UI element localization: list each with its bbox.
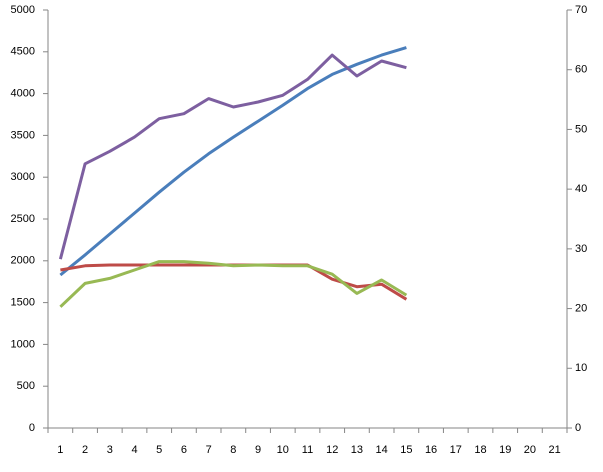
y2-tick-label: 70 [575, 4, 587, 16]
y2-tick-label: 10 [575, 362, 587, 374]
series-line [60, 263, 408, 301]
x-tick-label: 9 [255, 444, 261, 456]
x-tick-label: 13 [351, 444, 363, 456]
y-tick-label: 4500 [11, 46, 35, 58]
y-tick-label: 4000 [11, 88, 35, 100]
y-tick-label: 500 [17, 380, 35, 392]
x-tick-label: 12 [326, 444, 338, 456]
y-tick-label: 2500 [11, 213, 35, 225]
x-tick-label: 14 [376, 444, 388, 456]
series-line [58, 53, 407, 260]
x-tick-label: 10 [277, 444, 289, 456]
y2-tick-label: 60 [575, 64, 587, 76]
y-tick-label: 3000 [11, 171, 35, 183]
x-tick-label: 21 [549, 444, 561, 456]
x-tick-label: 20 [524, 444, 536, 456]
series-line [59, 260, 408, 308]
x-tick-label: 16 [425, 444, 437, 456]
y-tick-label: 3500 [11, 129, 35, 141]
x-tick-label: 6 [181, 444, 187, 456]
x-tick-label: 4 [131, 444, 137, 456]
y2-tick-label: 40 [575, 183, 587, 195]
x-tick-label: 19 [499, 444, 511, 456]
x-tick-label: 17 [450, 444, 462, 456]
y2-tick-label: 50 [575, 123, 587, 135]
x-tick-label: 18 [474, 444, 486, 456]
y2-tick-label: 20 [575, 302, 587, 314]
x-tick-label: 7 [206, 444, 212, 456]
series-line [59, 46, 407, 277]
y-tick-label: 1000 [11, 338, 35, 350]
x-tick-label: 11 [302, 444, 313, 456]
y-tick-label: 2000 [11, 255, 35, 267]
x-tick-label: 15 [400, 444, 412, 456]
y2-tick-label: 30 [575, 243, 587, 255]
y-tick-label: 5000 [11, 4, 35, 16]
x-tick-label: 5 [156, 444, 162, 456]
y-tick-label: 1500 [11, 297, 35, 309]
x-tick-label: 2 [82, 444, 88, 456]
y-tick-label: 0 [29, 422, 35, 434]
x-tick-label: 3 [107, 444, 113, 456]
x-tick-label: 1 [57, 444, 63, 456]
x-tick-label: 8 [230, 444, 236, 456]
y2-tick-label: 0 [575, 422, 581, 434]
